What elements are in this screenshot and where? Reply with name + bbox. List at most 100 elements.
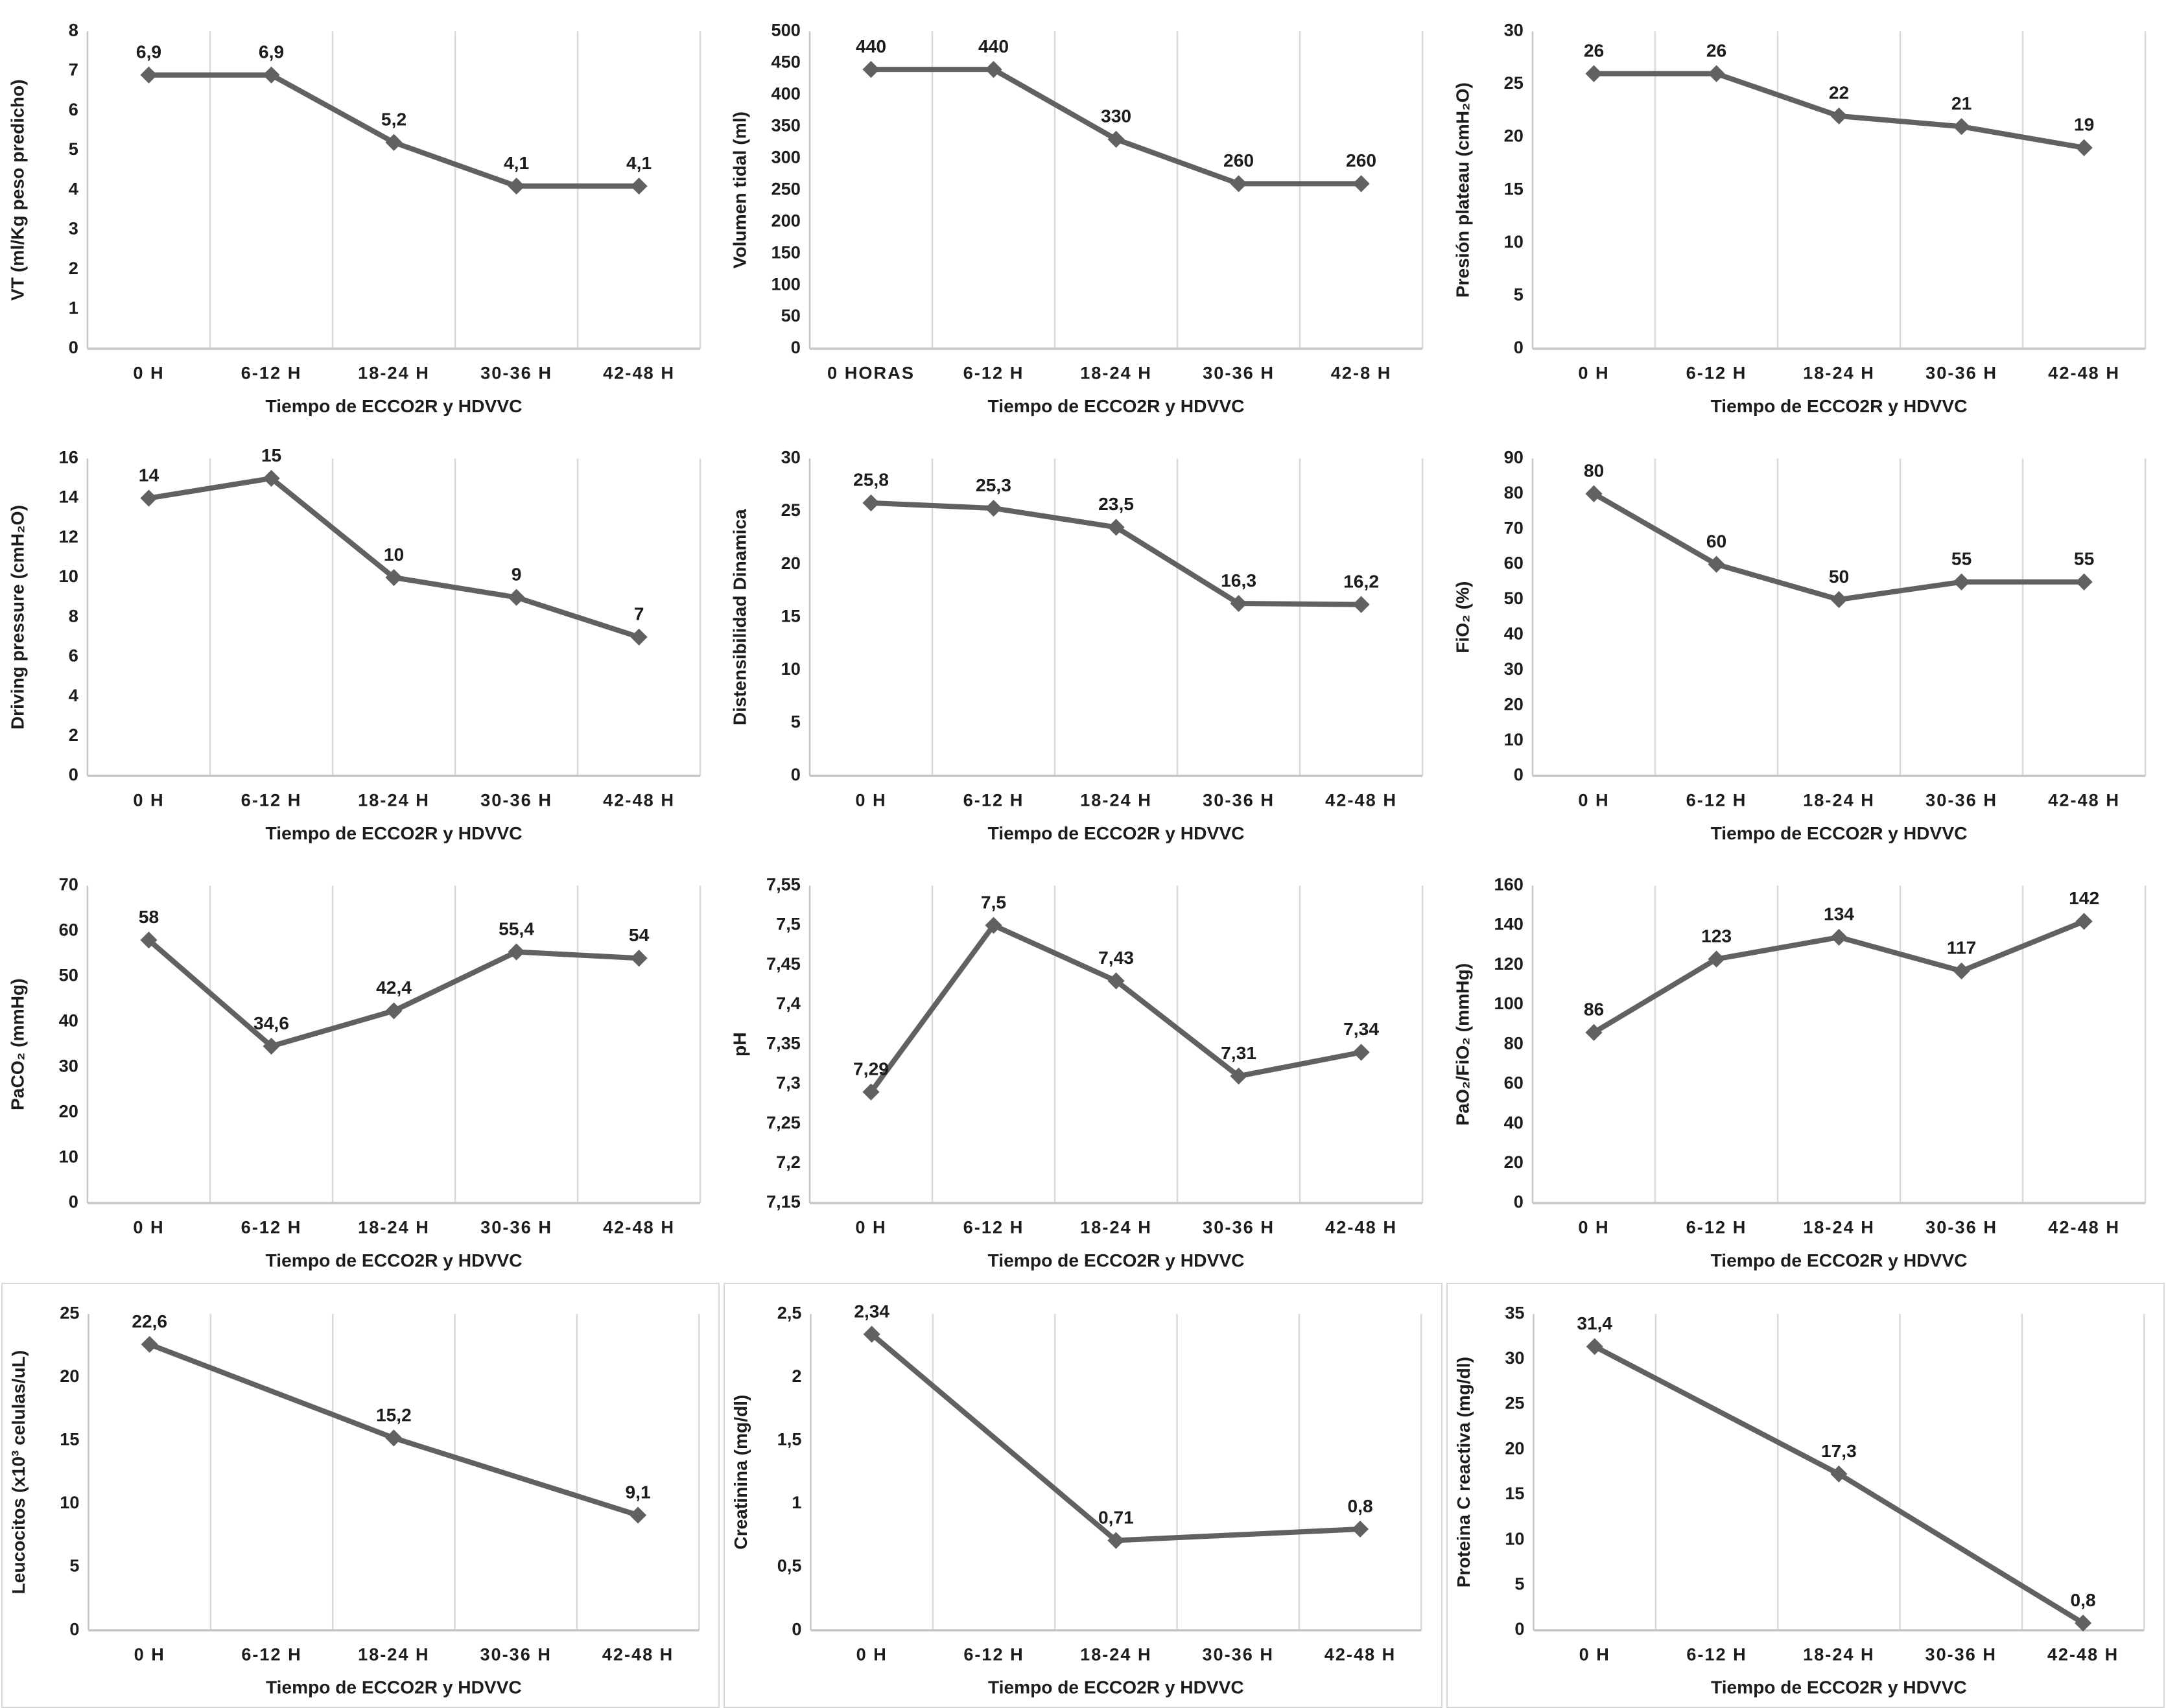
y-tick-label: 60 — [59, 919, 78, 939]
data-label: 7,5 — [981, 891, 1006, 912]
data-point-marker — [1586, 1338, 1603, 1355]
line-chart: 7,15 7,2 7,25 7,3 7,35 7,4 7,45 7,5 7,55 0 H 6-12 … — [729, 874, 1424, 1270]
data-point-marker — [985, 499, 1002, 517]
x-tick-label: 42-48 H — [1325, 790, 1397, 810]
y-axis-title: Driving pressure (cmH₂O) — [6, 505, 27, 729]
y-tick-label: 20 — [1503, 694, 1523, 714]
y-tick-label: 7,45 — [766, 953, 801, 974]
y-tick-label: 150 — [771, 242, 801, 262]
y-axis-title: Volumen tidal (ml) — [729, 111, 750, 268]
x-tick-label: 30-36 H — [1203, 1644, 1274, 1664]
y-tick-label: 0,5 — [777, 1555, 802, 1575]
data-label: 0,8 — [1348, 1496, 1373, 1516]
line-chart: 0 20 40 60 80 100 120 140 160 0 H 6-12 H 18-24 H 30-… — [1452, 874, 2147, 1270]
data-label: 6,9 — [259, 41, 284, 62]
line-chart: 0 50 100 150 200 250 300 350 400 450 500 0 HORAS 6-1… — [729, 20, 1424, 416]
line-chart: 0 5 10 15 20 25 30 35 0 H 6-12 H 18-24 H 30-36 H 42-… — [1454, 1302, 2145, 1697]
x-tick-label: 6-12 H — [963, 790, 1024, 810]
x-tick-label: 6-12 H — [963, 362, 1024, 382]
x-tick-label: 30-36 H — [480, 1644, 551, 1664]
data-label: 50 — [1829, 566, 1849, 587]
data-label: 15,2 — [376, 1405, 412, 1425]
y-tick-label: 0 — [69, 337, 78, 357]
chart-panel-6: 0 10 20 30 40 50 60 70 80 90 0 H 6-12 H 18-24 H 30-36… — [1446, 428, 2165, 853]
line-chart: 0 5 10 15 20 25 30 0 H 6-12 H 18-24 H 30-36 H 42-48… — [1452, 20, 2147, 416]
x-axis-title: Tiempo de ECCO2R y HDVVC — [266, 1250, 523, 1270]
y-tick-label: 120 — [1494, 953, 1523, 974]
y-tick-label: 10 — [59, 1146, 78, 1166]
y-tick-label: 350 — [771, 115, 801, 135]
x-tick-label: 18-24 H — [1803, 362, 1875, 382]
y-tick-label: 160 — [1494, 874, 1523, 894]
data-label: 4,1 — [626, 152, 652, 173]
data-label: 19 — [2074, 114, 2094, 135]
data-label: 134 — [1824, 904, 1854, 924]
x-axis-title: Tiempo de ECCO2R y HDVVC — [988, 823, 1245, 843]
y-tick-label: 16 — [59, 447, 78, 467]
y-tick-label: 80 — [1503, 482, 1523, 502]
chart-panel-12: 0 5 10 15 20 25 30 35 0 H 6-12 H 18-24 H 30-36 H 42-… — [1446, 1282, 2165, 1708]
y-tick-label: 4 — [69, 178, 78, 198]
x-tick-label: 30-36 H — [1925, 790, 1997, 810]
x-axis-title: Tiempo de ECCO2R y HDVVC — [1710, 1250, 1967, 1270]
y-tick-label: 0 — [791, 337, 801, 357]
y-tick-label: 0 — [69, 764, 78, 784]
y-tick-label: 30 — [1503, 659, 1523, 679]
y-tick-label: 40 — [1503, 1112, 1523, 1132]
data-point-marker — [1352, 1044, 1371, 1061]
y-tick-label: 400 — [771, 83, 801, 103]
data-point-marker — [1708, 556, 1725, 573]
data-point-marker — [385, 134, 403, 151]
y-tick-label: 10 — [1503, 729, 1523, 749]
data-label: 7,29 — [853, 1058, 889, 1079]
y-tick-label: 7,55 — [766, 874, 801, 894]
x-tick-label: 0 H — [856, 1644, 888, 1664]
data-label: 117 — [1946, 937, 1976, 958]
x-tick-label: 42-48 H — [1324, 1644, 1396, 1664]
y-tick-label: 0 — [69, 1191, 78, 1211]
y-tick-label: 450 — [771, 52, 801, 72]
series-line — [148, 72, 639, 189]
data-label: 7,31 — [1221, 1042, 1256, 1063]
line-chart: 0 5 10 15 20 25 0 H 6-12 H 18-24 H 30-36 H 42-48 H… — [8, 1302, 700, 1697]
y-axis-title: FiO₂ (%) — [1452, 581, 1472, 653]
y-tick-label: 12 — [59, 526, 78, 546]
data-point-marker — [630, 628, 648, 646]
data-point-marker — [1830, 107, 1848, 125]
x-axis-title: Tiempo de ECCO2R y HDVVC — [1710, 395, 1967, 416]
y-tick-label: 10 — [781, 659, 801, 679]
data-label: 440 — [856, 36, 886, 56]
data-point-marker — [2075, 139, 2093, 156]
x-tick-label: 30-36 H — [1925, 1217, 1997, 1237]
y-tick-label: 10 — [1503, 231, 1523, 252]
y-tick-label: 0 — [1513, 1191, 1523, 1211]
data-point-marker — [862, 494, 880, 511]
chart-panel-2: 0 50 100 150 200 250 300 350 400 450 500 0 HORAS 6-1… — [724, 1, 1442, 426]
x-tick-label: 0 H — [856, 1217, 887, 1237]
y-tick-label: 250 — [771, 178, 801, 198]
data-point-marker — [1708, 65, 1725, 82]
chart-panel-5: 0 5 10 15 20 25 30 0 H 6-12 H 18-24 H 30-36 H 42-48… — [724, 428, 1442, 853]
y-tick-label: 0 — [1513, 337, 1523, 357]
data-label: 9 — [512, 563, 522, 584]
y-tick-label: 60 — [1503, 1072, 1523, 1092]
y-tick-label: 7,5 — [776, 914, 801, 934]
data-point-marker — [1953, 962, 1970, 979]
data-point-marker — [629, 1506, 647, 1524]
y-tick-label: 30 — [781, 447, 801, 467]
x-tick-label: 42-48 H — [2047, 1644, 2118, 1664]
data-label: 10 — [384, 544, 404, 565]
data-point-marker — [1585, 485, 1603, 502]
y-tick-label: 10 — [1505, 1528, 1524, 1549]
y-tick-label: 40 — [1503, 624, 1523, 644]
y-tick-label: 7,35 — [766, 1033, 801, 1053]
y-axis-title: PaO₂/FiO₂ (mmHg) — [1452, 963, 1472, 1126]
data-label: 14 — [139, 464, 159, 485]
y-tick-label: 20 — [1505, 1438, 1524, 1458]
data-point-marker — [141, 1335, 158, 1353]
x-tick-label: 0 H — [1578, 1217, 1609, 1237]
data-label: 34,6 — [253, 1012, 289, 1033]
data-point-marker — [630, 950, 648, 967]
y-tick-label: 20 — [60, 1366, 79, 1386]
x-tick-label: 18-24 H — [1080, 1644, 1151, 1664]
